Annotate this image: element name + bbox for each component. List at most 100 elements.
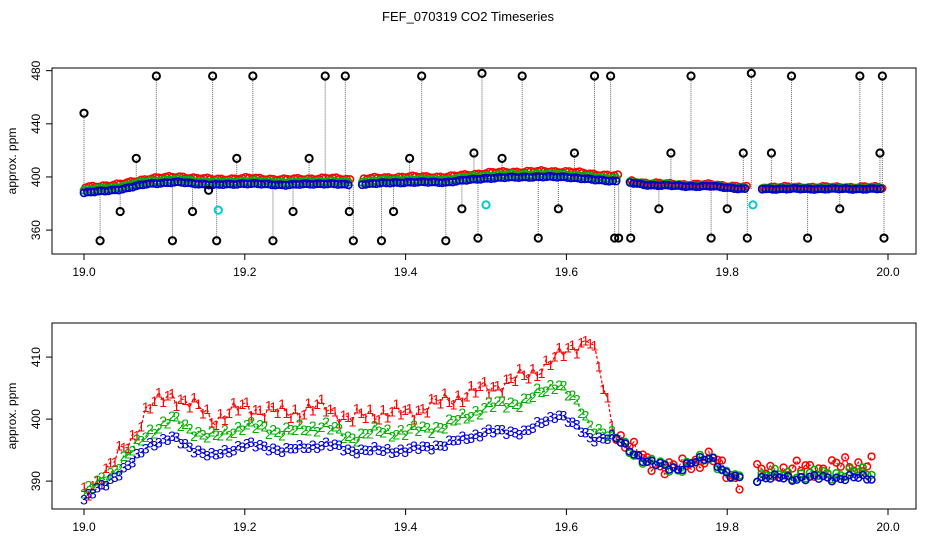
series-green-point: 2	[124, 445, 132, 461]
series-red-point	[757, 464, 766, 473]
series-blue-point: 3	[252, 438, 260, 454]
series-blue-point	[673, 465, 683, 474]
series-red-point: 1	[375, 412, 383, 428]
series-blue-point	[717, 465, 727, 474]
series-red-point: 1	[208, 415, 216, 431]
top-y-tick-label: 360	[29, 220, 43, 240]
series-red-point	[647, 466, 656, 476]
series-green-point: 2	[494, 393, 502, 409]
raw-spike-point	[473, 233, 483, 243]
series-green-point: 2	[595, 421, 603, 437]
series-blue-point: 3	[436, 438, 444, 454]
series-blue-point: 3	[128, 455, 136, 471]
series-green-point: 2	[208, 424, 216, 440]
series-blue-point: 3	[458, 428, 466, 444]
series-red-point	[836, 462, 845, 471]
series-red-point: 1	[533, 368, 541, 384]
series-green-point: 2	[260, 418, 268, 434]
raw-spike-point	[875, 148, 885, 158]
series-red-point	[752, 459, 762, 469]
series-green-point: 2	[476, 406, 484, 422]
series-green-point: 2	[454, 412, 462, 428]
series-green-point: 2	[225, 427, 233, 443]
bottom-panel: 1111111111111111111111111111111111111111…	[5, 322, 917, 534]
series-blue-point: 3	[238, 439, 246, 455]
raw-spike-point	[738, 148, 748, 158]
bottom-x-axis: 19.0 19.2 19.4 19.6 19.8 20.0	[72, 508, 900, 534]
raw-spike-point	[614, 233, 624, 243]
series-green-point: 2	[252, 420, 260, 436]
bottom-x-tick-label: 19.0	[72, 520, 96, 534]
series-green-point: 2	[511, 396, 519, 412]
series-green-point: 2	[542, 383, 550, 399]
series-blue-point: 3	[546, 408, 554, 424]
series-blue-point: 3	[80, 492, 88, 508]
series-blue-point	[836, 474, 845, 484]
series-green-point: 2	[428, 425, 436, 441]
series-blue-point: 3	[362, 442, 370, 458]
series-red-point: 1	[384, 409, 392, 425]
series-blue-point: 3	[291, 441, 299, 457]
series-green-point: 2	[234, 419, 242, 435]
series-blue-point	[849, 473, 859, 482]
raw-spike-point	[167, 236, 178, 246]
series-green-point	[783, 467, 793, 477]
series-green-point: 2	[348, 430, 356, 446]
series-red-point: 1	[291, 401, 299, 417]
raw-spike-point	[589, 71, 600, 81]
raw-spike-point	[517, 71, 527, 81]
series-red-point	[862, 462, 872, 471]
series-blue-point: 3	[423, 438, 431, 454]
series-green-point: 2	[335, 420, 343, 436]
series-green-point: 2	[599, 425, 607, 441]
series-blue-point: 3	[542, 413, 550, 429]
top-x-tick-label: 19.6	[555, 265, 579, 279]
series-blue-point	[788, 476, 797, 485]
series-blue-point	[700, 455, 709, 464]
raw-spike-point	[304, 153, 314, 163]
series-red-point: 1	[102, 460, 110, 476]
series-green-point: 2	[538, 384, 546, 400]
raw-spike-point	[469, 148, 479, 158]
series-green-point: 2	[458, 405, 466, 421]
top-y-axis: 360 400 440 480	[29, 60, 53, 240]
raw-spike-point	[204, 185, 214, 195]
series-red-point	[717, 456, 727, 465]
raw-spike-point	[477, 68, 487, 78]
series-green-point: 2	[287, 421, 295, 437]
series-blue-point: 3	[344, 441, 352, 457]
series-red-point: 1	[436, 395, 444, 411]
series-blue-point: 3	[230, 442, 238, 458]
series-blue-point	[656, 458, 665, 468]
series-red-point: 1	[357, 405, 365, 421]
series-blue-point: 3	[309, 437, 317, 453]
series-blue-point: 3	[498, 422, 506, 438]
series-red-point: 1	[194, 396, 202, 412]
raw-spike-point	[151, 71, 161, 81]
series-green-point: 2	[164, 416, 172, 432]
series-red-point: 1	[586, 336, 594, 352]
series-blue-point: 3	[85, 486, 93, 502]
series-blue-point: 3	[243, 435, 251, 451]
series-green-point: 2	[577, 405, 585, 421]
series-red-point: 1	[476, 378, 484, 394]
series-blue-point: 3	[98, 476, 106, 492]
series-blue-point: 3	[287, 440, 295, 456]
series-red-point: 1	[300, 406, 308, 422]
series-red-point: 1	[120, 439, 128, 455]
series-blue-point: 3	[111, 469, 119, 485]
series-green-point: 2	[353, 434, 361, 450]
series-blue-point: 3	[115, 468, 123, 484]
series-red-point: 1	[274, 405, 282, 421]
series-green-point: 2	[546, 377, 554, 393]
raw-spike-point	[786, 71, 797, 81]
series-green-point: 2	[604, 428, 612, 444]
series-green-point: 2	[230, 425, 238, 441]
series-blue-point: 3	[260, 438, 268, 454]
raw-spike-point	[232, 153, 242, 163]
series-green-point: 2	[172, 408, 180, 424]
series-red-point: 1	[577, 334, 585, 350]
series-green-point: 2	[384, 421, 392, 437]
series-green-point: 2	[102, 473, 110, 489]
series-blue-point	[612, 434, 621, 443]
